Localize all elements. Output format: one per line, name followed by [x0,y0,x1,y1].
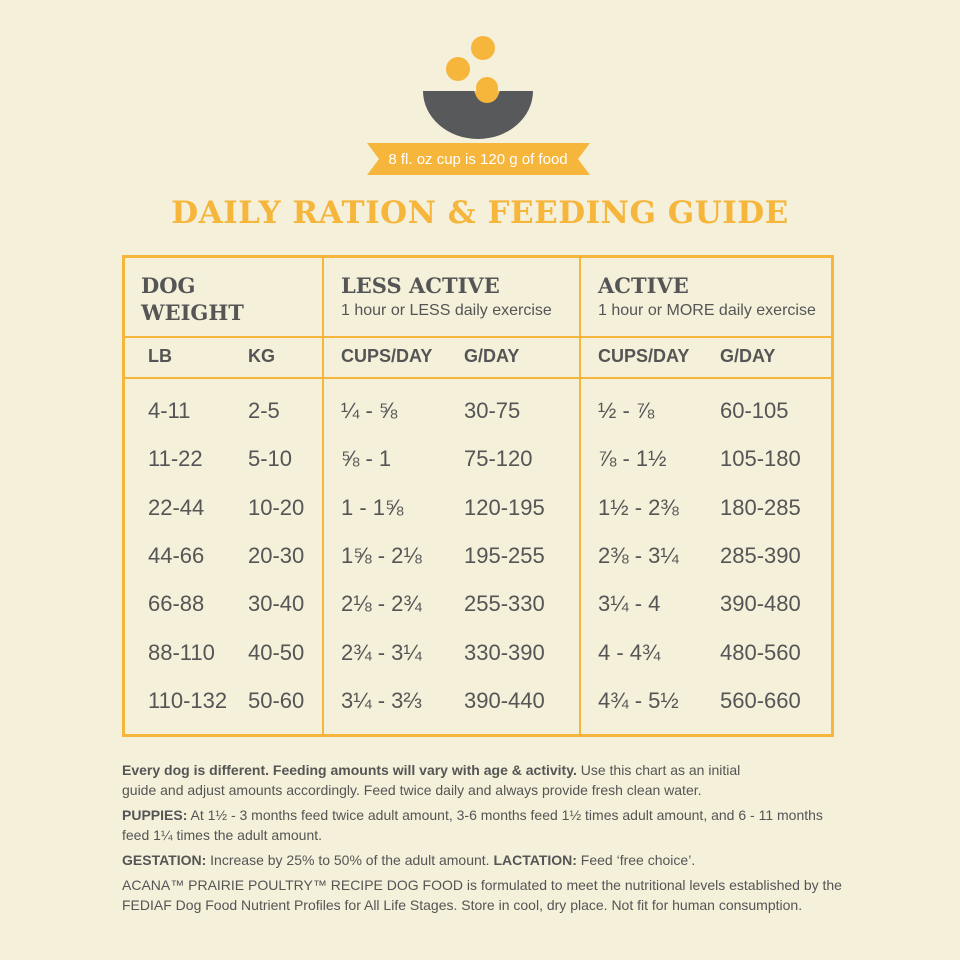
cell: ⅞ - 1½ [598,446,667,472]
cell: 75-120 [464,446,533,472]
column-header: CUPS/DAY [341,346,433,366]
cell: 2⅜ - 3¼ [598,542,679,568]
note-text: At 1½ - 3 months feed twice adult amount… [122,807,823,843]
note: ACANA™ PRAIRIE POULTRY™ RECIPE DOG FOOD … [122,875,842,915]
cell: 60-105 [720,398,789,423]
cell: ⅝ - 1 [341,446,392,472]
cell: 1½ - 2⅜ [598,494,679,520]
group-subtitle: 1 hour or MORE daily exercise [598,302,816,319]
note-text: PUPPIES: [122,807,188,823]
cell: 66-88 [148,591,205,617]
column-header: G/DAY [720,346,776,366]
note-text: Feed ‘free choice’. [576,852,696,868]
divider [125,377,831,379]
cell: 110-132 [148,687,228,713]
cell: 30-40 [248,591,305,617]
cell: 390-480 [720,591,801,617]
cell: 44-66 [148,542,205,568]
note: Every dog is different. Feeding amounts … [122,760,742,800]
cell: 4 - 4¾ [598,639,661,665]
bowl-icon: 8 fl. oz cup is 120 g of food [367,36,590,175]
note-text: Increase by 25% to 50% of the adult amou… [206,852,494,868]
divider [125,336,831,338]
column-header: LB [148,346,172,366]
cell: 1 - 1⅝ [341,494,404,520]
cell: 10-20 [248,494,305,520]
cell: ¼ - ⅝ [341,398,398,423]
note-text: Every dog is different. Feeding amounts … [122,762,577,778]
cell: 22-44 [148,494,205,520]
cell: 4¾ - 5½ [598,687,679,713]
cell: 330-390 [464,639,545,665]
cell: 50-60 [248,687,305,713]
column-header: G/DAY [464,346,520,366]
cell: 3¼ - 3⅔ [341,687,422,713]
feeding-table: DOG WEIGHT LESS ACTIVE 1 hour or LESS dail… [122,255,834,737]
note-text: Use this chart as an initial guide and a… [122,762,741,798]
cell: 4-11 [148,398,191,423]
notes: Every dog is different. Feeding amounts … [122,760,842,920]
group-title: ACTIVE [598,273,689,298]
cell: 30-75 [464,398,521,423]
note-text: ACANA™ PRAIRIE POULTRY™ RECIPE DOG FOOD … [122,877,842,913]
group-title: LESS ACTIVE [341,273,500,298]
note-text: GESTATION: [122,852,207,868]
note: PUPPIES: At 1½ - 3 months feed twice adu… [122,805,842,845]
group-subtitle: 1 hour or LESS daily exercise [341,302,552,319]
badge: 8 fl. oz cup is 120 g of food [388,151,567,168]
cell: 5-10 [248,446,293,472]
cell: 1⅝ - 2⅛ [341,542,422,568]
cell: 20-30 [248,542,305,568]
cell: 180-285 [720,494,801,520]
cell: 2⅛ - 2¾ [341,591,422,617]
cell: 255-330 [464,591,545,617]
cell: 88-110 [148,639,215,665]
cell: 285-390 [720,542,801,568]
title: DAILY RATION & FEEDING GUIDE [171,195,789,231]
cell: 195-255 [464,542,545,568]
cell: 560-660 [720,687,801,713]
cell: 2-5 [248,398,280,423]
note-text: LACTATION: [493,852,577,868]
cell: 120-195 [464,494,545,520]
cell: 105-180 [720,446,801,472]
divider [322,258,324,734]
cell: 480-560 [720,639,801,665]
column-header: CUPS/DAY [598,346,690,366]
divider [579,258,581,734]
note: GESTATION: Increase by 25% to 50% of the… [122,850,842,870]
cell: 390-440 [464,687,545,713]
cell: 3¼ - 4 [598,591,661,617]
cell: 40-50 [248,639,305,665]
cell: 2¾ - 3¼ [341,639,422,665]
cell: 11-22 [148,446,203,472]
group-title: DOG WEIGHT [141,273,244,325]
column-header: KG [248,346,275,366]
cell: ½ - ⅞ [598,398,655,423]
